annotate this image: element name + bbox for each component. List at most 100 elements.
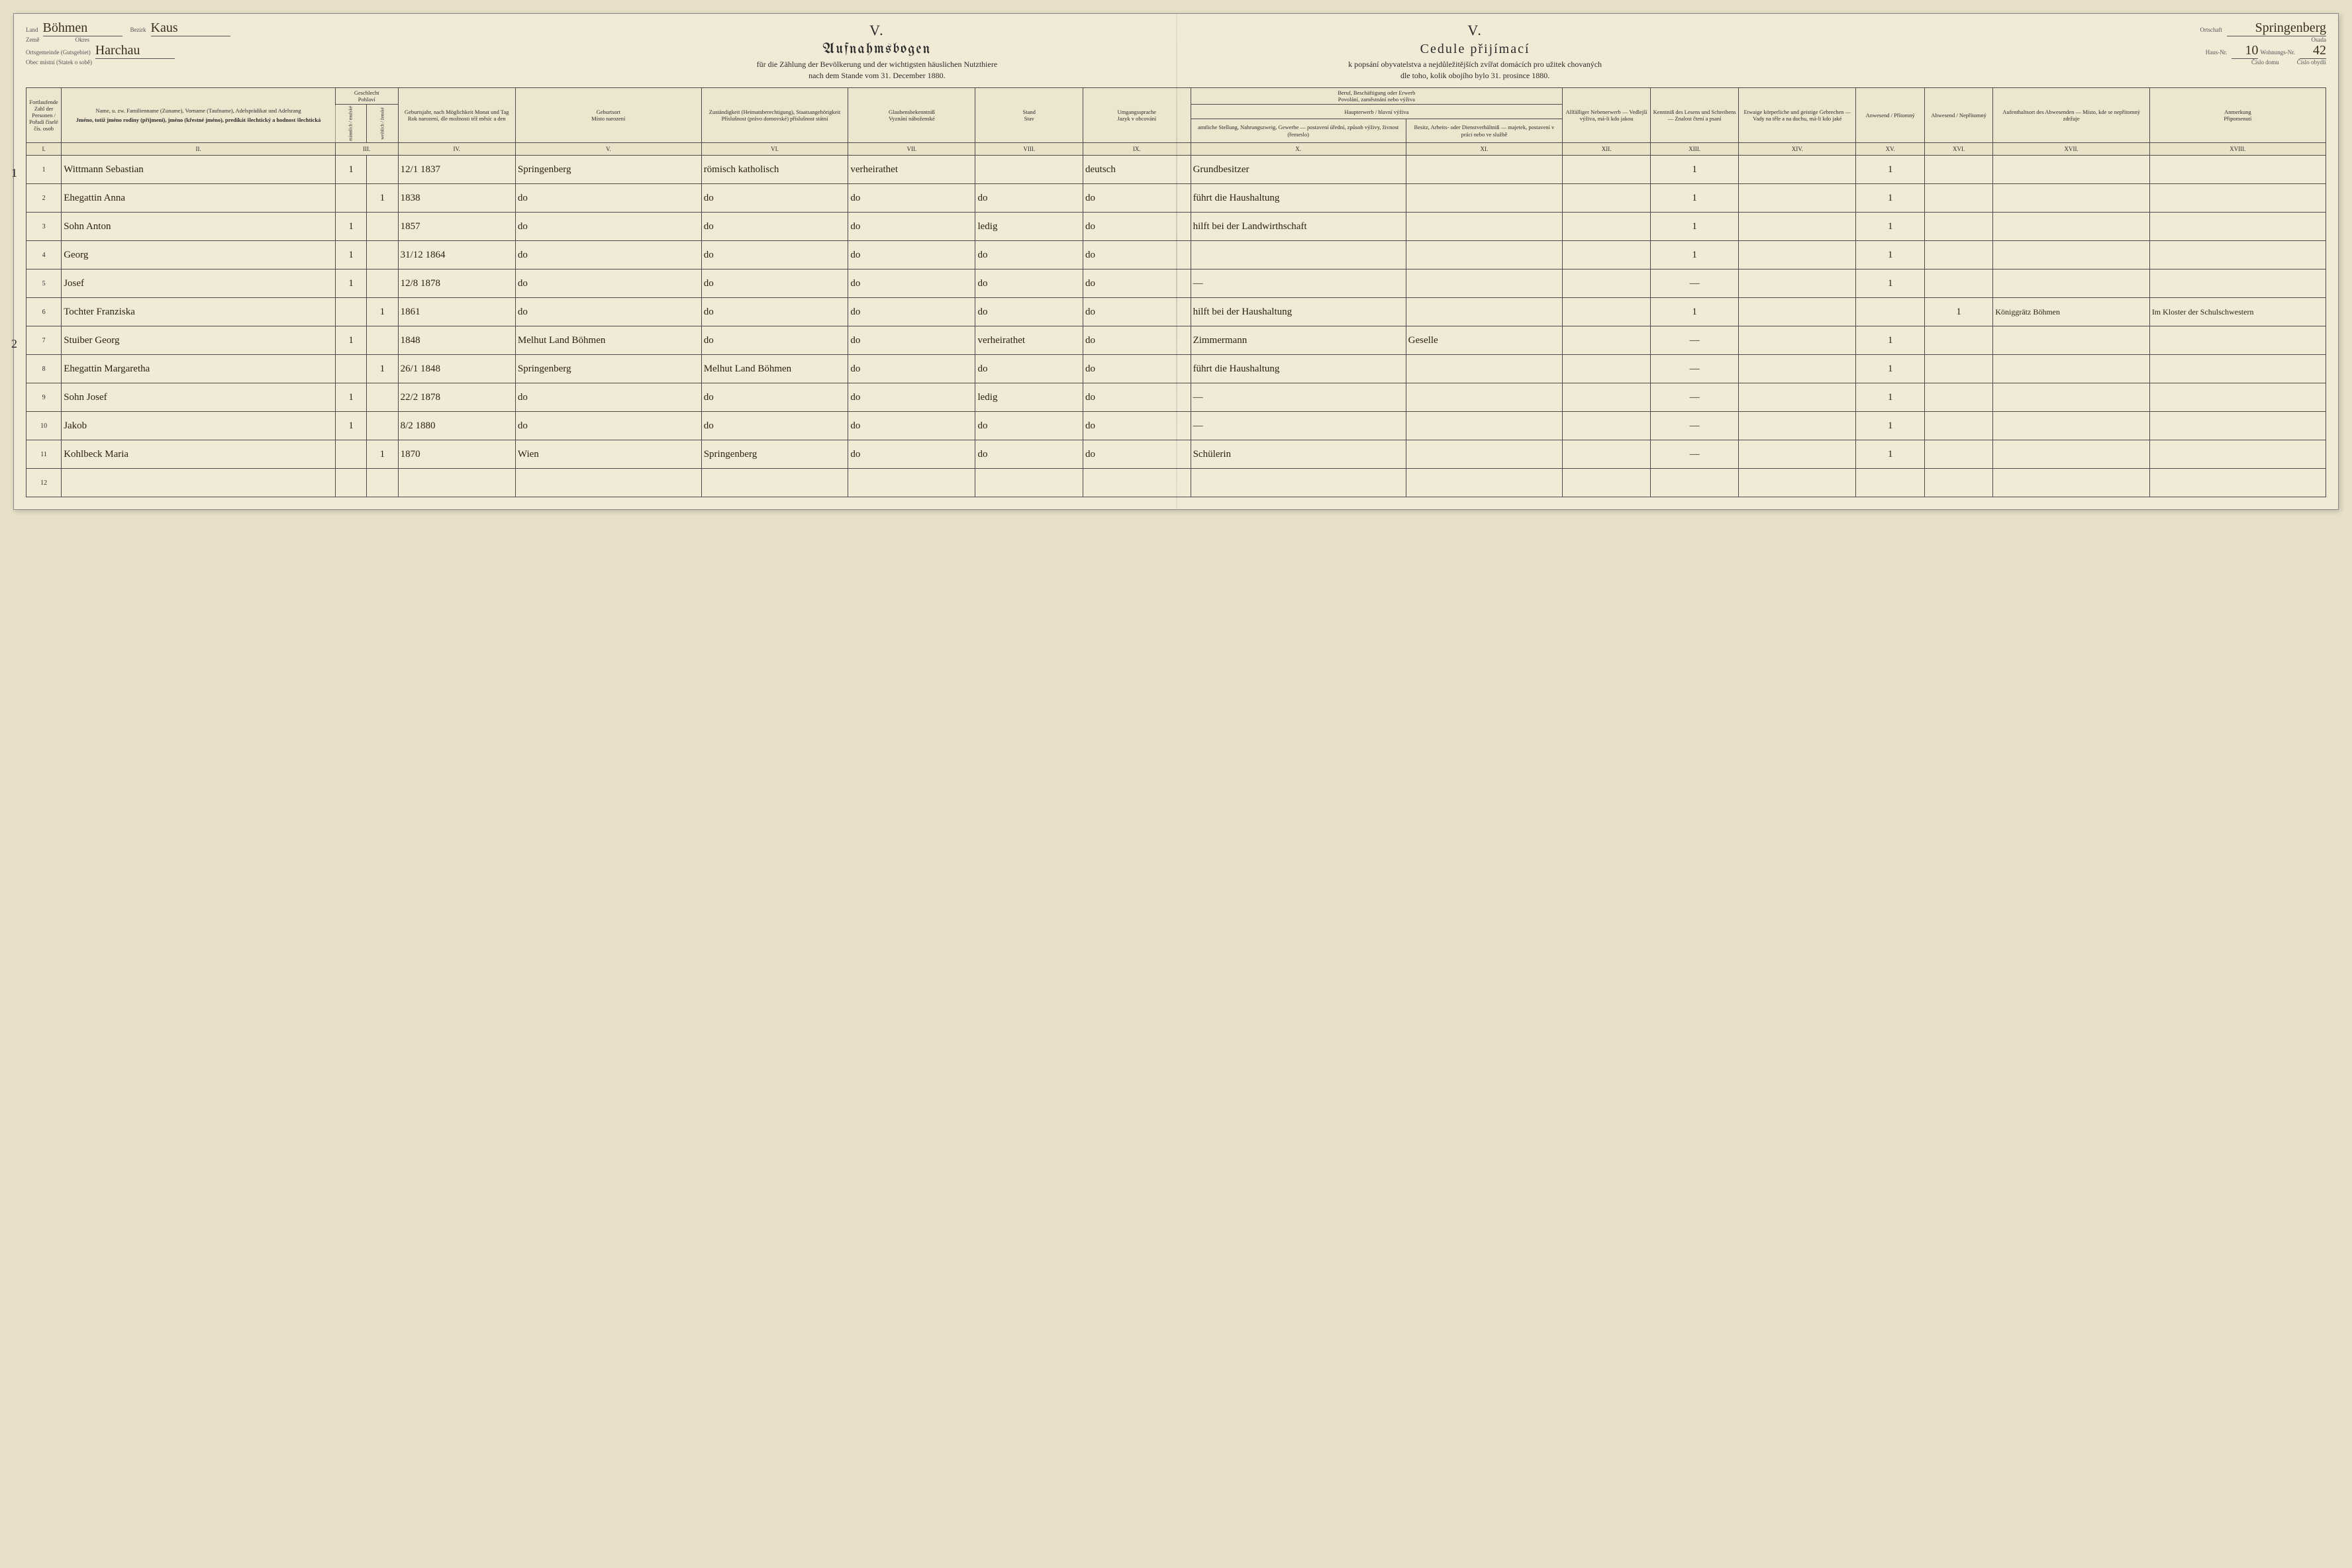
cell-nebenerwerb <box>1563 355 1651 383</box>
cell-infirmity <box>1739 184 1856 213</box>
cell-language: do <box>1083 440 1191 469</box>
cell-name: Kohlbeck Maria <box>62 440 336 469</box>
col-head-4: Geburtsjahr, nach Möglichkeit Monat und … <box>398 88 515 143</box>
cell-position <box>1406 213 1562 241</box>
cell-literacy: 1 <box>1651 156 1739 184</box>
ortschaft-label-cz: Osada <box>1820 36 2326 43</box>
col-head-10: amtliche Stellung, Nahrungszweig, Gewerb… <box>1191 119 1406 143</box>
col-head-10-group: Beruf, Beschäftigung oder Erwerb Povolán… <box>1191 88 1563 105</box>
cell-stand: do <box>975 412 1083 440</box>
cell-birth: 1861 <box>398 298 515 326</box>
cell-literacy <box>1651 469 1739 497</box>
cell-present <box>1856 469 1924 497</box>
cell-absent <box>1924 241 1992 270</box>
ortschaft-value: Springenberg <box>2227 21 2326 36</box>
cell-zustaendigkeit <box>701 469 848 497</box>
cell-infirmity <box>1739 469 1856 497</box>
cell-stand: do <box>975 241 1083 270</box>
cell-name: Josef <box>62 270 336 298</box>
cell-sex-male <box>335 469 366 497</box>
cell-sex-female: 1 <box>367 184 398 213</box>
cell-birthplace <box>515 469 701 497</box>
cell-birth: 26/1 1848 <box>398 355 515 383</box>
cell-birthplace: do <box>515 241 701 270</box>
cell-absent <box>1924 213 1992 241</box>
cell-language: do <box>1083 213 1191 241</box>
cell-name: Tochter Franziska <box>62 298 336 326</box>
cell-nebenerwerb <box>1563 213 1651 241</box>
cell-zustaendigkeit: Springenberg <box>701 440 848 469</box>
cell-sex-female <box>367 241 398 270</box>
cell-religion: do <box>848 383 975 412</box>
cell-language: deutsch <box>1083 156 1191 184</box>
cell-name: Ehegattin Margaretha <box>62 355 336 383</box>
cell-sex-male: 1 <box>335 241 366 270</box>
cell-birth: 22/2 1878 <box>398 383 515 412</box>
cell-occupation: hilft bei der Landwirthschaft <box>1191 213 1406 241</box>
col-head-14: Etwaige körperliche und geistige Gebrech… <box>1739 88 1856 143</box>
cell-name: Sohn Josef <box>62 383 336 412</box>
ortsgemeinde-label-de: Ortsgemeinde (Gutsgebiet) <box>26 49 91 56</box>
cell-zustaendigkeit: Melhut Land Böhmen <box>701 355 848 383</box>
dateline-cz: dle toho, kolik obojího bylo 31. prosinc… <box>1188 71 1762 81</box>
col-head-2: Name, u. zw. Familienname (Zuname), Vorn… <box>62 88 336 143</box>
cell-name: Georg <box>62 241 336 270</box>
row-number: 5 <box>26 270 62 298</box>
cell-infirmity <box>1739 355 1856 383</box>
cell-sex-female <box>367 412 398 440</box>
cell-birthplace: do <box>515 298 701 326</box>
cell-sex-female: 1 <box>367 298 398 326</box>
cell-sex-male <box>335 184 366 213</box>
cell-literacy: — <box>1651 270 1739 298</box>
cell-birth: 1838 <box>398 184 515 213</box>
cell-absent <box>1924 469 1992 497</box>
cell-position <box>1406 355 1562 383</box>
cell-name: Jakob <box>62 412 336 440</box>
cell-sex-male: 1 <box>335 213 366 241</box>
cell-literacy: 1 <box>1651 298 1739 326</box>
cell-birthplace: do <box>515 412 701 440</box>
cell-zustaendigkeit: do <box>701 298 848 326</box>
cell-occupation: Grundbesitzer <box>1191 156 1406 184</box>
cell-sex-female: 1 <box>367 440 398 469</box>
cell-present: 1 <box>1856 213 1924 241</box>
subtitle-cz: k popsání obyvatelstva a nejdůležitějšíc… <box>1188 60 1762 70</box>
cell-language: do <box>1083 241 1191 270</box>
cell-language: do <box>1083 184 1191 213</box>
cell-literacy: 1 <box>1651 241 1739 270</box>
cell-infirmity <box>1739 213 1856 241</box>
cell-stand: do <box>975 298 1083 326</box>
col-head-5: Geburtsort Místo narození <box>515 88 701 143</box>
header-right: Ortschaft Springenberg Osada Haus-Nr. 10… <box>1820 21 2326 82</box>
cell-sex-female <box>367 383 398 412</box>
cell-position <box>1406 298 1562 326</box>
col-head-7: Glaubensbekenntniß Vyznání náboženské <box>848 88 975 143</box>
cell-note <box>2149 440 2326 469</box>
cell-absent <box>1924 184 1992 213</box>
cell-zustaendigkeit: do <box>701 241 848 270</box>
col-head-16: Abwesend / Nepřítomný <box>1924 88 1992 143</box>
cell-religion: do <box>848 440 975 469</box>
cell-note: Im Kloster der Schulschwestern <box>2149 298 2326 326</box>
col-head-3m: männlich / mužské <box>335 105 366 143</box>
cell-literacy: — <box>1651 440 1739 469</box>
cell-whereabouts <box>1993 241 2149 270</box>
cell-birthplace: Wien <box>515 440 701 469</box>
cell-note <box>2149 469 2326 497</box>
cell-note <box>2149 270 2326 298</box>
ortsgemeinde-label-cz: Obec místní (Statek o sobě) <box>26 59 532 66</box>
cell-position <box>1406 156 1562 184</box>
cell-religion: do <box>848 412 975 440</box>
col-head-15: Anwesend / Přítomný <box>1856 88 1924 143</box>
cell-stand: ledig <box>975 213 1083 241</box>
page-fold <box>1176 14 1177 509</box>
cell-birthplace: Springenberg <box>515 156 701 184</box>
cell-absent: 1 <box>1924 298 1992 326</box>
cell-occupation: Schülerin <box>1191 440 1406 469</box>
cell-religion: do <box>848 270 975 298</box>
cell-position <box>1406 412 1562 440</box>
col-head-18: Anmerkung Připomenutí <box>2149 88 2326 143</box>
col-head-3f: weiblich / ženské <box>367 105 398 143</box>
cell-present: 1 <box>1856 412 1924 440</box>
col-head-8: Stand Stav <box>975 88 1083 143</box>
